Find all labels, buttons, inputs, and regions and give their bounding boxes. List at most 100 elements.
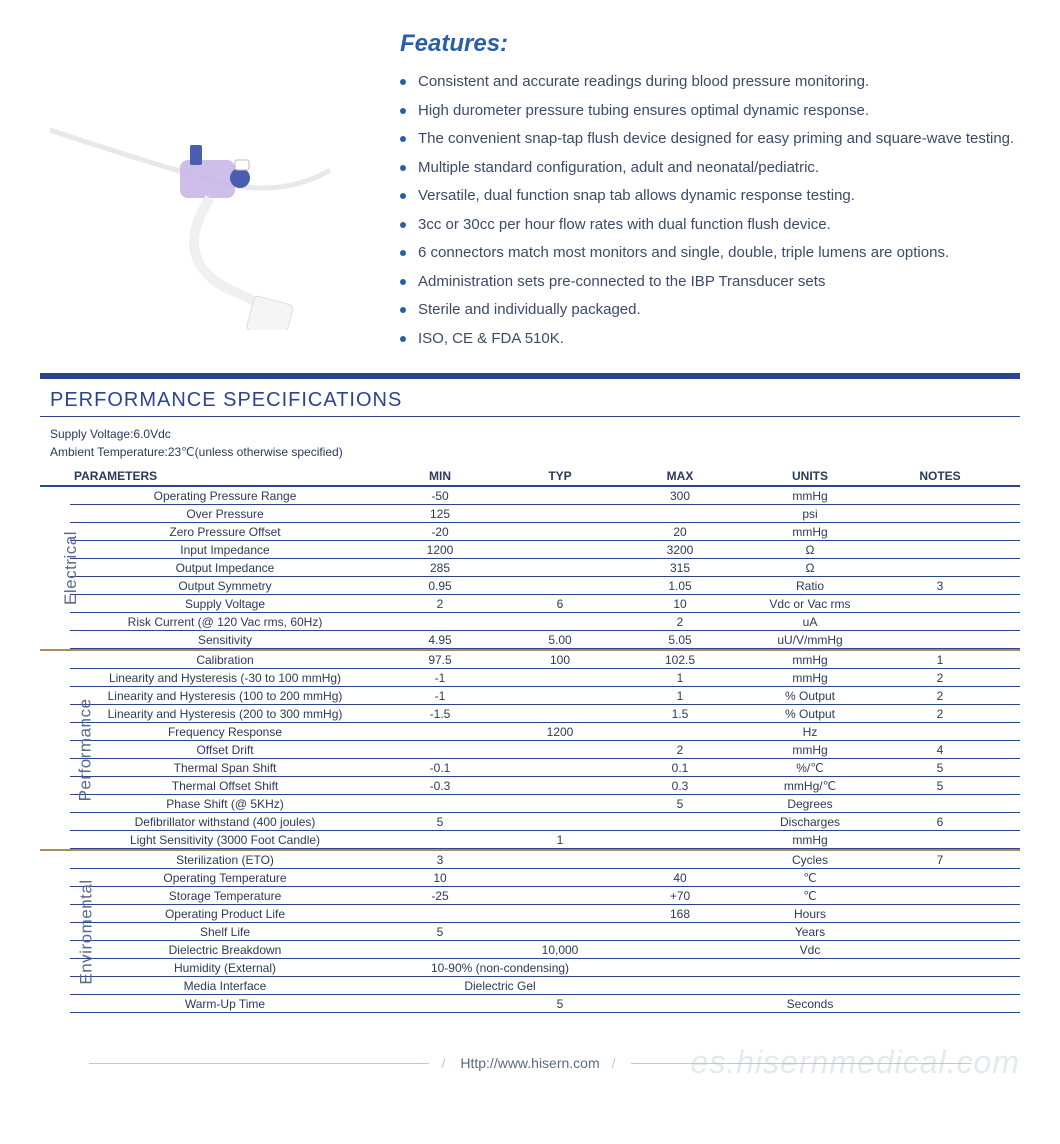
- cell-min: 4.95: [380, 632, 500, 648]
- cell-notes: 2: [880, 706, 1000, 722]
- feature-item: The convenient snap-tap flush device des…: [400, 125, 1020, 154]
- table-row: Thermal Offset Shift-0.30.3mmHg/℃5: [70, 777, 1020, 795]
- cell-notes: [880, 531, 1000, 533]
- table-row: Linearity and Hysteresis (200 to 300 mmH…: [70, 705, 1020, 723]
- cell-typ: [500, 677, 620, 679]
- cell-typ: [500, 695, 620, 697]
- cell-units: mmHg: [740, 524, 880, 540]
- cell-max: [620, 859, 740, 861]
- cell-max: [620, 839, 740, 841]
- cell-min: -1: [380, 688, 500, 704]
- table-row: Linearity and Hysteresis (100 to 200 mmH…: [70, 687, 1020, 705]
- cell-units: %/℃: [740, 760, 880, 776]
- cell-units: uA: [740, 614, 880, 630]
- cell-param: Offset Drift: [70, 742, 380, 758]
- cell-units: mmHg: [740, 742, 880, 758]
- cell-units: Hz: [740, 724, 880, 740]
- th-min: MIN: [380, 469, 500, 483]
- cell-param: Thermal Span Shift: [70, 760, 380, 776]
- spec-ambient: Ambient Temperature:23℃(unless otherwise…: [40, 443, 1020, 461]
- th-notes: NOTES: [880, 469, 1000, 483]
- spec-section: PERFORMANCE SPECIFICATIONS Supply Voltag…: [0, 373, 1060, 1043]
- cell-param: Calibration: [70, 652, 380, 668]
- cell-param: Over Pressure: [70, 506, 380, 522]
- cell-min: [380, 839, 500, 841]
- cell-typ: 10,000: [500, 942, 620, 958]
- spec-section-electrical: ElectricalOperating Pressure Range-50300…: [40, 487, 1020, 651]
- cell-notes: [880, 839, 1000, 841]
- table-row: Thermal Span Shift-0.10.1%/℃5: [70, 759, 1020, 777]
- cell-units: Years: [740, 924, 880, 940]
- cell-units: mmHg: [740, 488, 880, 504]
- cell-min: 2: [380, 596, 500, 612]
- cell-units: uU/V/mmHg: [740, 632, 880, 648]
- cell-max: +70: [620, 888, 740, 904]
- cell-param: Dielectric Breakdown: [70, 942, 380, 958]
- table-row: Media InterfaceDielectric Gel: [70, 977, 1020, 995]
- cell-max: 40: [620, 870, 740, 886]
- slash-icon: /: [612, 1055, 619, 1071]
- feature-item: Multiple standard configuration, adult a…: [400, 154, 1020, 183]
- cell-notes: [880, 967, 1000, 969]
- section-label: Performance: [75, 699, 95, 802]
- slash-icon: /: [441, 1055, 448, 1071]
- cell-max: [620, 949, 740, 951]
- cell-param: Supply Voltage: [70, 596, 380, 612]
- table-row: Storage Temperature-25+70℃: [70, 887, 1020, 905]
- cell-min: 5: [380, 814, 500, 830]
- cell-param: Output Symmetry: [70, 578, 380, 594]
- cell-param: Linearity and Hysteresis (200 to 300 mmH…: [70, 706, 380, 722]
- cell-max: 2: [620, 614, 740, 630]
- cell-min: 97.5: [380, 652, 500, 668]
- features-title: Features:: [400, 30, 1020, 58]
- cell-notes: [880, 731, 1000, 733]
- spec-section-performance: PerformanceCalibration97.5100102.5mmHg1L…: [40, 651, 1020, 851]
- table-row: Input Impedance12003200Ω: [70, 541, 1020, 559]
- table-row: Sterilization (ETO)3Cycles7: [70, 851, 1020, 869]
- cell-units: Vdc: [740, 942, 880, 958]
- table-row: Operating Pressure Range-50300mmHg: [70, 487, 1020, 505]
- cell-typ: [500, 803, 620, 805]
- cell-units: % Output: [740, 706, 880, 722]
- cell-max: 10: [620, 596, 740, 612]
- cell-notes: [880, 621, 1000, 623]
- cell-notes: 5: [880, 760, 1000, 776]
- product-image: [40, 30, 370, 330]
- cell-units: ℃: [740, 870, 880, 886]
- cell-notes: [880, 985, 1000, 987]
- cell-notes: 6: [880, 814, 1000, 830]
- cell-units: Degrees: [740, 796, 880, 812]
- cell-notes: 1: [880, 652, 1000, 668]
- cell-param: Operating Temperature: [70, 870, 380, 886]
- cell-param: Humidity (External): [70, 960, 380, 976]
- spec-sections-container: ElectricalOperating Pressure Range-50300…: [40, 487, 1020, 1013]
- cell-notes: [880, 1003, 1000, 1005]
- cell-notes: [880, 513, 1000, 515]
- cell-min: 285: [380, 560, 500, 576]
- table-row: Shelf Life5Years: [70, 923, 1020, 941]
- cell-min: 5: [380, 924, 500, 940]
- cell-max: [620, 821, 740, 823]
- cell-notes: [880, 877, 1000, 879]
- cell-max: 1: [620, 688, 740, 704]
- cell-param: Warm-Up Time: [70, 996, 380, 1012]
- feature-item: 6 connectors match most monitors and sin…: [400, 239, 1020, 268]
- table-row: Output Symmetry0.951.05Ratio3: [70, 577, 1020, 595]
- cell-max: 2: [620, 742, 740, 758]
- cell-min: [380, 1003, 500, 1005]
- cell-notes: [880, 913, 1000, 915]
- cell-units: Vdc or Vac rms: [740, 596, 880, 612]
- cell-max: [620, 731, 740, 733]
- cell-param: Output Impedance: [70, 560, 380, 576]
- cell-min: [380, 621, 500, 623]
- cell-units: [740, 967, 880, 969]
- table-row: Dielectric Breakdown 10,000 Vdc: [70, 941, 1020, 959]
- cell-typ: [500, 877, 620, 879]
- th-parameters: PARAMETERS: [70, 469, 380, 483]
- cell-typ: [500, 513, 620, 515]
- cell-units: psi: [740, 506, 880, 522]
- cell-typ: [500, 749, 620, 751]
- cell-max: [620, 513, 740, 515]
- cell-units: Ω: [740, 560, 880, 576]
- cell-min: 10-90% (non-condensing): [380, 960, 620, 976]
